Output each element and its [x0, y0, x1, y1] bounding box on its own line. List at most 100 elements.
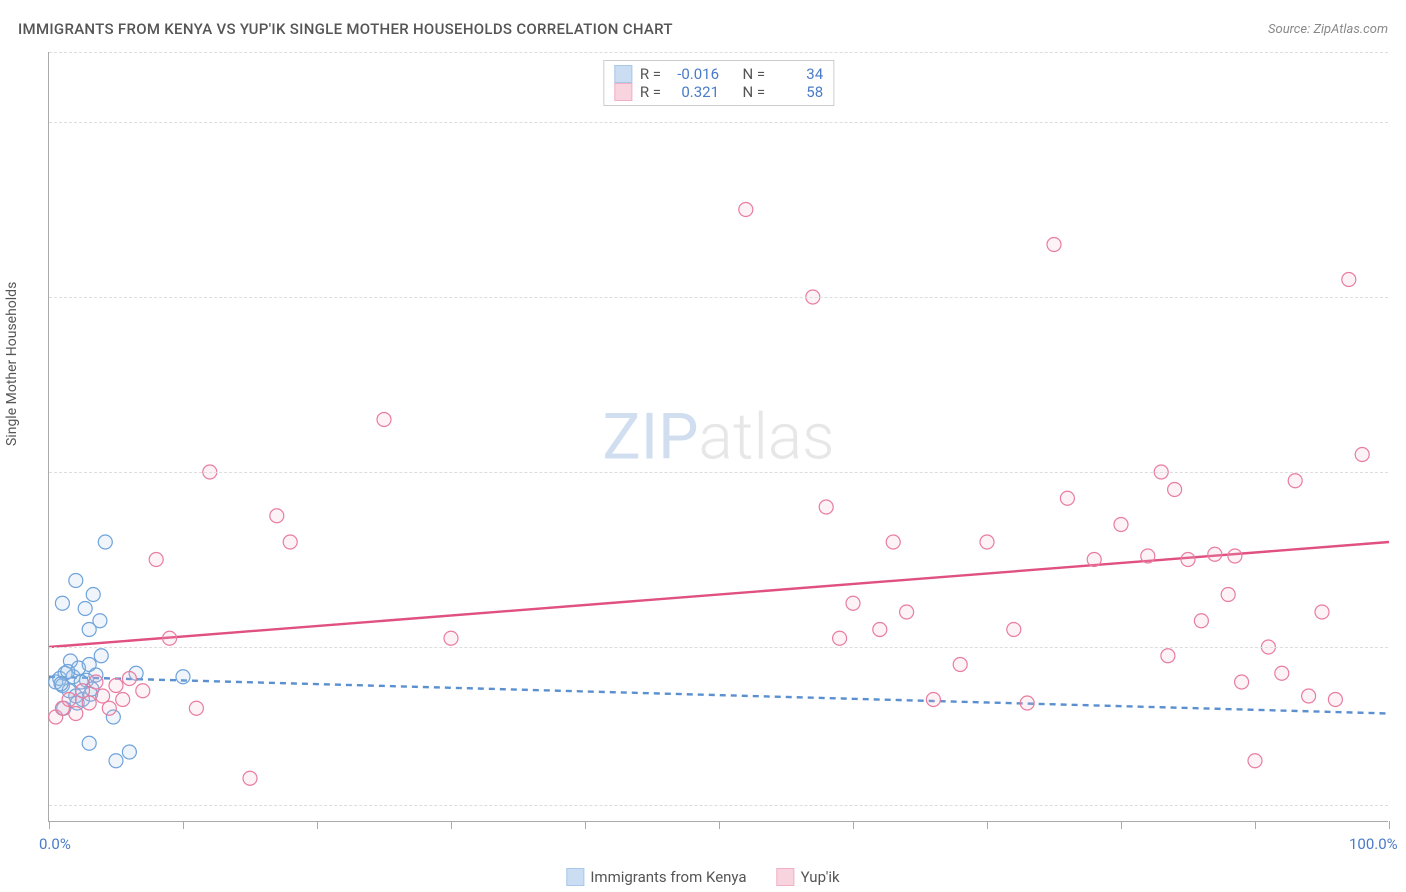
plot-area: ZIPatlas R =-0.016 N =34R =0.321 N =58 1…: [48, 52, 1388, 822]
data-point: [739, 203, 753, 217]
gridline-h: [49, 472, 1388, 473]
data-point: [62, 693, 76, 707]
x-tick: [1121, 821, 1122, 829]
data-point: [1355, 448, 1369, 462]
data-point: [1328, 693, 1342, 707]
data-point: [1007, 623, 1021, 637]
data-point: [89, 675, 103, 689]
gridline-h: [49, 122, 1388, 123]
stats-row: R =-0.016 N =34: [614, 65, 823, 83]
data-point: [1114, 518, 1128, 532]
data-point: [86, 588, 100, 602]
data-point: [176, 670, 190, 684]
x-tick-label: 100.0%: [1349, 835, 1398, 853]
data-point: [122, 745, 136, 759]
x-tick: [317, 821, 318, 829]
data-point: [886, 535, 900, 549]
data-point: [819, 500, 833, 514]
data-point: [1288, 474, 1302, 488]
legend-swatch: [614, 65, 632, 83]
data-point: [69, 707, 83, 721]
legend-swatch: [566, 868, 584, 886]
gridline-h: [49, 805, 1388, 806]
data-point: [94, 649, 108, 663]
data-point: [283, 535, 297, 549]
legend-item: Yup'ik: [777, 868, 840, 886]
data-point: [1087, 553, 1101, 567]
chart-title: IMMIGRANTS FROM KENYA VS YUP'IK SINGLE M…: [18, 20, 673, 38]
legend-swatch: [614, 83, 632, 101]
x-tick: [853, 821, 854, 829]
stat-r-label: R =: [640, 83, 661, 101]
data-point: [1060, 491, 1074, 505]
bottom-legend: Immigrants from Kenya Yup'ik: [566, 868, 839, 886]
data-point: [1248, 754, 1262, 768]
stat-n-value: 34: [773, 65, 823, 83]
data-point: [1235, 675, 1249, 689]
data-point: [109, 679, 123, 693]
source-name: ZipAtlas.com: [1313, 22, 1388, 37]
data-point: [833, 631, 847, 645]
data-point: [953, 658, 967, 672]
data-point: [149, 553, 163, 567]
data-point: [444, 631, 458, 645]
x-tick: [1255, 821, 1256, 829]
data-point: [873, 623, 887, 637]
x-tick-label: 0.0%: [39, 835, 71, 853]
data-point: [189, 701, 203, 715]
data-point: [1342, 273, 1356, 287]
legend-label: Immigrants from Kenya: [590, 868, 746, 886]
data-point: [243, 771, 257, 785]
stat-r-value: 0.321: [669, 83, 719, 101]
x-tick: [49, 821, 50, 829]
stat-n-label: N =: [743, 65, 766, 83]
data-point: [109, 754, 123, 768]
data-point: [926, 693, 940, 707]
data-point: [122, 672, 136, 686]
source-label: Source:: [1268, 22, 1310, 37]
x-tick: [1389, 821, 1390, 829]
data-point: [270, 509, 284, 523]
data-point: [102, 701, 116, 715]
data-point: [1161, 649, 1175, 663]
x-tick: [451, 821, 452, 829]
data-point: [1194, 614, 1208, 628]
data-point: [1181, 553, 1195, 567]
data-point: [69, 574, 83, 588]
data-point: [98, 535, 112, 549]
gridline-h: [49, 52, 1388, 53]
data-point: [1020, 696, 1034, 710]
stat-n-label: N =: [743, 83, 766, 101]
stat-r-label: R =: [640, 65, 661, 83]
data-point: [136, 684, 150, 698]
data-point: [1302, 689, 1316, 703]
data-point: [1315, 605, 1329, 619]
stats-row: R = 0.321 N = 58: [614, 83, 823, 101]
data-point: [1228, 549, 1242, 563]
data-point: [980, 535, 994, 549]
gridline-h: [49, 647, 1388, 648]
data-point: [78, 602, 92, 616]
legend-item: Immigrants from Kenya: [566, 868, 746, 886]
gridline-h: [49, 297, 1388, 298]
data-point: [55, 596, 69, 610]
data-point: [377, 413, 391, 427]
data-point: [1047, 238, 1061, 252]
data-point: [1221, 588, 1235, 602]
x-tick: [719, 821, 720, 829]
data-point: [82, 696, 96, 710]
data-point: [900, 605, 914, 619]
data-point: [61, 665, 75, 679]
legend-label: Yup'ik: [801, 868, 840, 886]
data-point: [846, 596, 860, 610]
correlation-stats-box: R =-0.016 N =34R =0.321 N =58: [603, 60, 834, 106]
data-point: [116, 693, 130, 707]
data-point: [1168, 483, 1182, 497]
x-tick: [987, 821, 988, 829]
data-point: [1141, 549, 1155, 563]
source-attribution: Source: ZipAtlas.com: [1268, 22, 1388, 37]
stat-n-value: 58: [773, 83, 823, 101]
data-point: [1208, 547, 1222, 561]
data-point: [163, 631, 177, 645]
x-tick: [183, 821, 184, 829]
